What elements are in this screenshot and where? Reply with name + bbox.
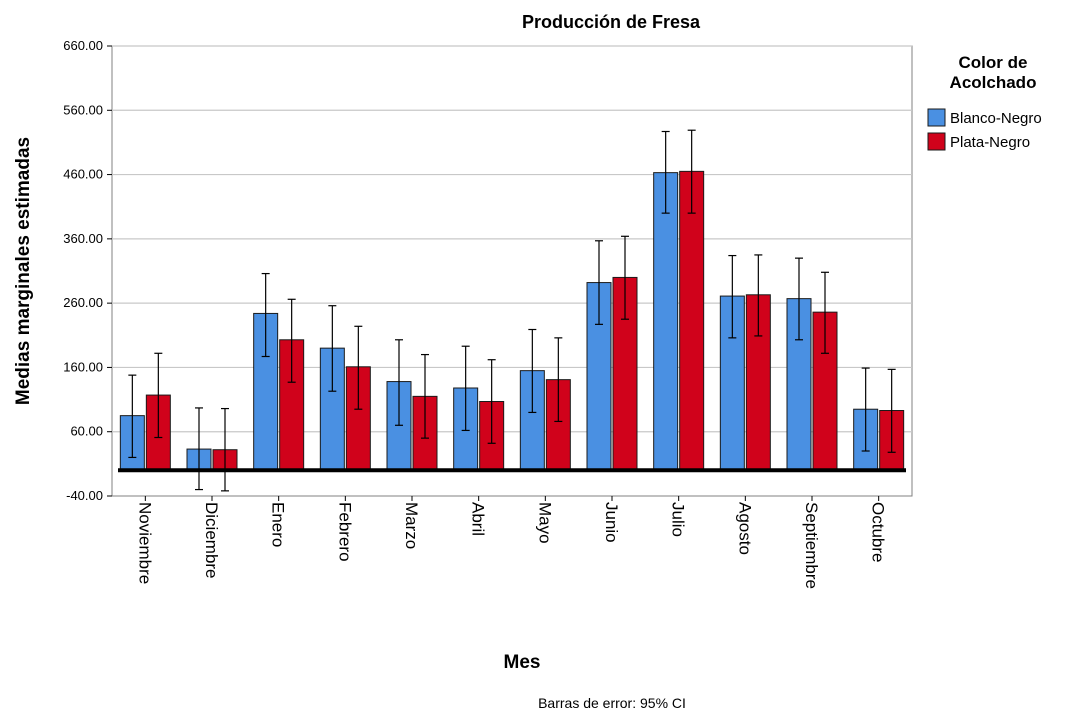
y-tick-label: 160.00 bbox=[63, 359, 103, 374]
error-bar bbox=[287, 298, 296, 383]
bar-blanco-negro-julio bbox=[653, 172, 679, 471]
error-bar bbox=[887, 368, 896, 453]
x-axis-categories: Noviembre Diciembre Enero Febrero Marzo Abril… bbox=[135, 496, 888, 589]
error-bar bbox=[221, 407, 229, 492]
error-bar bbox=[687, 129, 696, 214]
legend-label: Blanco-Negro bbox=[950, 110, 1042, 127]
error-bar bbox=[621, 235, 629, 320]
legend-swatch bbox=[927, 108, 946, 127]
x-category-label: Julio bbox=[669, 502, 688, 537]
x-category-label: Mayo bbox=[535, 502, 554, 544]
y-axis-label: Medias marginales estimadas bbox=[13, 137, 34, 405]
y-tick-label: 360.00 bbox=[63, 231, 103, 246]
x-category-label: Marzo bbox=[402, 502, 421, 549]
x-category-label: Noviembre bbox=[135, 502, 154, 584]
gridlines bbox=[112, 45, 912, 433]
x-axis-label: Mes bbox=[504, 652, 541, 673]
y-axis-ticks: -40.00 60.00 160.00 260.00 360.00 460.00 560.0… bbox=[63, 38, 112, 503]
x-category-label: Septiembre bbox=[802, 502, 821, 589]
bar-plata-negro-julio bbox=[679, 170, 705, 471]
y-tick-label: 560.00 bbox=[63, 102, 103, 117]
error-bar bbox=[821, 271, 829, 354]
error-bar bbox=[354, 325, 363, 410]
error-bar bbox=[487, 359, 496, 444]
error-bar bbox=[128, 374, 137, 459]
x-category-label: Abril bbox=[469, 502, 488, 536]
error-bar bbox=[861, 367, 870, 452]
error-bar bbox=[595, 240, 603, 325]
x-category-label: Junio bbox=[602, 502, 621, 543]
y-tick-label: 60.00 bbox=[70, 424, 103, 439]
legend-label: Plata-Negro bbox=[950, 134, 1030, 151]
error-bar bbox=[754, 254, 763, 337]
legend-title: Acolchado bbox=[950, 73, 1037, 92]
error-bar bbox=[328, 305, 337, 392]
error-bar bbox=[261, 272, 270, 358]
error-bar bbox=[154, 352, 163, 439]
y-tick-label: -40.00 bbox=[66, 488, 103, 503]
x-category-label: Enero bbox=[269, 502, 288, 547]
error-bar bbox=[461, 345, 470, 432]
error-bar bbox=[554, 337, 563, 423]
error-bar bbox=[195, 407, 203, 491]
error-bar bbox=[728, 254, 737, 339]
y-tick-label: 460.00 bbox=[63, 167, 103, 182]
error-bar-footnote: Barras de error: 95% CI bbox=[538, 695, 686, 711]
y-tick-label: 660.00 bbox=[63, 38, 103, 53]
y-tick-label: 260.00 bbox=[63, 295, 103, 310]
x-category-label: Diciembre bbox=[202, 502, 221, 579]
error-bar bbox=[661, 130, 670, 214]
legend-swatch bbox=[927, 132, 946, 151]
x-category-label: Febrero bbox=[335, 502, 354, 562]
x-category-label: Octubre bbox=[869, 502, 888, 562]
error-bar bbox=[528, 328, 537, 414]
chart-title: Producción de Fresa bbox=[522, 12, 701, 32]
legend-title: Color de bbox=[959, 53, 1028, 72]
plot-area bbox=[111, 45, 913, 497]
error-bars bbox=[128, 129, 896, 492]
error-bar bbox=[395, 339, 403, 426]
x-category-label: Agosto bbox=[735, 502, 754, 555]
error-bar bbox=[421, 353, 429, 439]
error-bar bbox=[795, 257, 803, 341]
